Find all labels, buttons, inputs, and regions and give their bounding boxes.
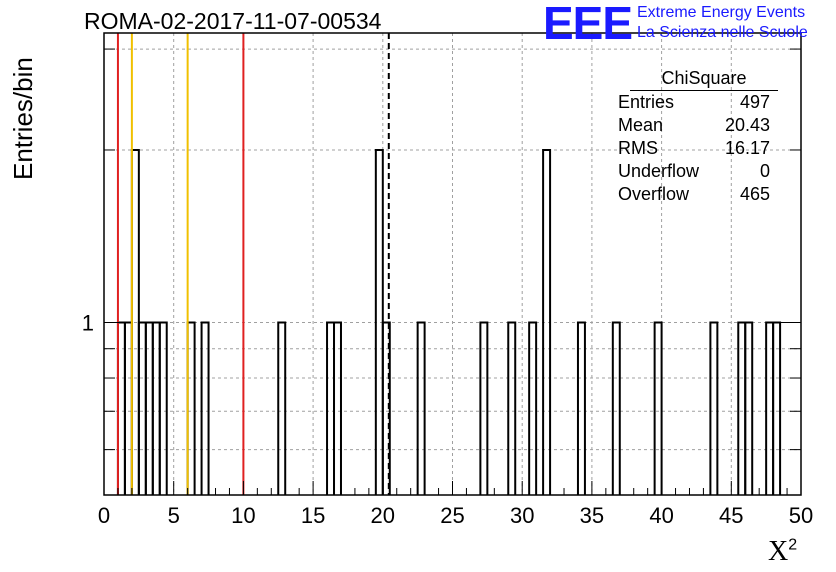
stats-label: Underflow: [618, 161, 700, 181]
histogram-bin: [528, 321, 538, 495]
stats-value: 465: [739, 184, 770, 204]
stats-row: Overflow 465: [610, 183, 778, 206]
histogram-bin: [772, 321, 782, 495]
histogram-bin: [507, 321, 517, 495]
histogram-bin: [416, 321, 426, 495]
x-tick-label: 10: [231, 503, 255, 528]
x-tick-label: 40: [649, 503, 673, 528]
histogram-bin: [709, 321, 719, 495]
x-axis-label-text: X: [768, 536, 789, 567]
stats-row: Underflow 0: [610, 160, 778, 183]
stats-label: Mean: [618, 115, 664, 135]
reference-lines: [116, 33, 390, 495]
logo-line-2: La Scienza nelle Scuole: [637, 24, 808, 41]
y-axis-label: Entries/bin: [8, 57, 38, 180]
histogram-bin: [576, 321, 586, 495]
x-tick-label: 5: [168, 503, 180, 528]
histogram-bin: [158, 321, 168, 495]
chart-title: ROMA-02-2017-11-07-00534: [84, 8, 382, 34]
histogram-bin: [277, 321, 287, 495]
x-tick-label: 25: [440, 503, 464, 528]
stats-row: Entries 497: [610, 91, 778, 114]
stats-title: ChiSquare: [630, 66, 778, 91]
histogram-bin: [200, 321, 210, 495]
histogram-bin: [333, 321, 342, 495]
x-axis-label-sup: 2: [788, 536, 798, 554]
x-tick-label: 0: [98, 503, 110, 528]
x-tick-label: 20: [371, 503, 395, 528]
stats-rows: Entries 497 Mean 20.43 RMS 16.17 Underflow 0 Ove…: [610, 91, 778, 206]
stats-row: Mean 20.43: [610, 114, 778, 137]
stats-label: RMS: [618, 138, 658, 158]
stats-value: 20.43: [724, 115, 770, 135]
stats-value: 0: [759, 161, 770, 181]
y-axis-ticks: 1: [82, 48, 801, 451]
y-tick-label: 1: [82, 310, 94, 335]
x-axis-label: X2: [768, 536, 797, 568]
stats-label: Overflow: [618, 184, 690, 204]
stats-value: 497: [739, 92, 770, 112]
stats-label: Entries: [618, 92, 675, 112]
stats-value: 16.17: [724, 138, 770, 158]
histogram-bin: [542, 148, 552, 495]
stats-box: ChiSquare Entries 497 Mean 20.43 RMS 16.17 Und…: [610, 66, 778, 206]
logo-line-1: Extreme Energy Events: [637, 4, 806, 21]
histogram-bin: [611, 321, 621, 495]
x-tick-label: 45: [719, 503, 743, 528]
x-tick-label: 30: [510, 503, 534, 528]
x-tick-label: 35: [580, 503, 604, 528]
stats-row: RMS 16.17: [610, 137, 778, 160]
histogram-bin: [653, 321, 663, 495]
x-axis-ticks: 0 5 10 15 20 25 30 35 40 45 50: [98, 481, 813, 528]
histogram-bin: [744, 321, 754, 495]
histogram-bin: [479, 321, 489, 495]
eee-logo: EEE: [543, 0, 633, 49]
x-tick-label: 15: [301, 503, 325, 528]
x-tick-label: 50: [789, 503, 813, 528]
